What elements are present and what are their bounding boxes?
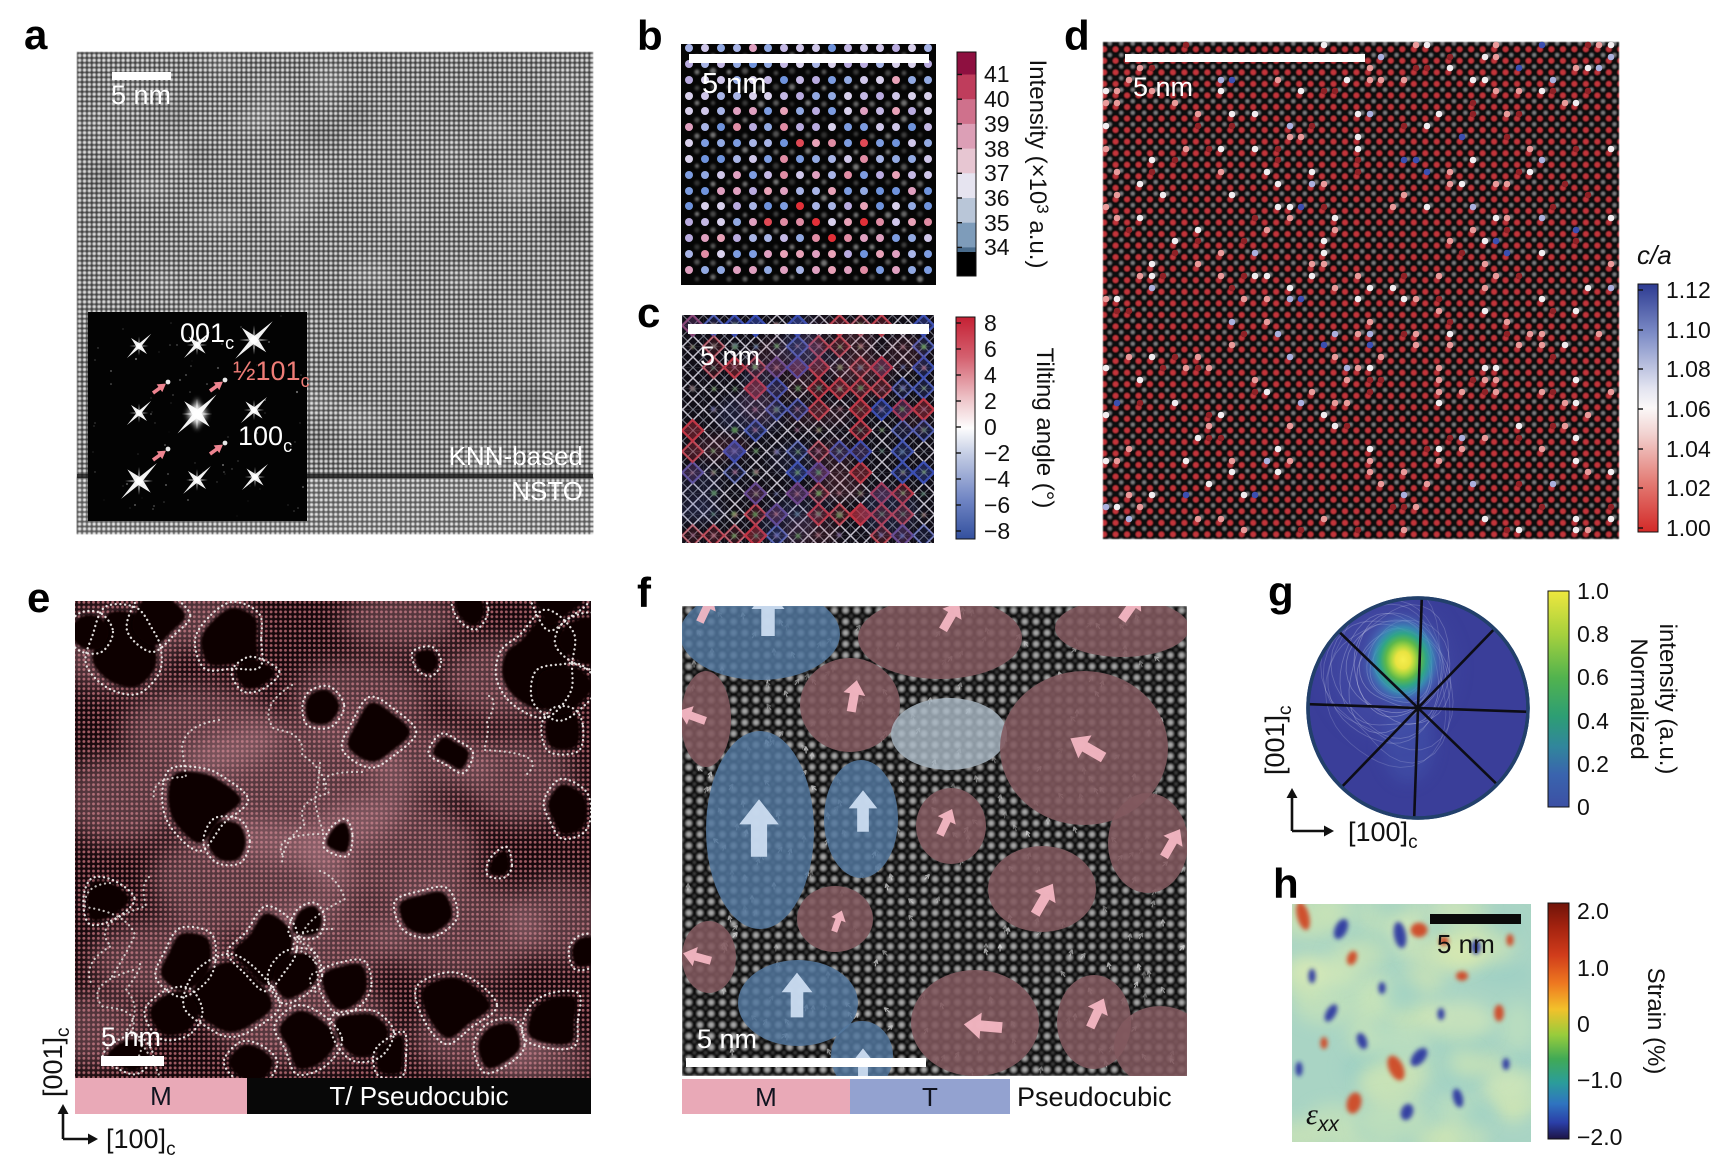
svg-text:d: d	[1064, 12, 1090, 59]
svg-text:36: 36	[984, 185, 1010, 211]
svg-text:34: 34	[984, 234, 1010, 260]
svg-text:a: a	[24, 11, 48, 58]
svg-text:5 nm: 5 nm	[111, 80, 171, 110]
svg-text:0.4: 0.4	[1577, 708, 1609, 734]
svg-text:2.0: 2.0	[1577, 898, 1609, 924]
svg-text:c: c	[637, 289, 660, 336]
svg-text:1.02: 1.02	[1666, 475, 1711, 501]
svg-text:6: 6	[984, 336, 997, 362]
svg-text:100c: 100c	[238, 421, 292, 456]
svg-text:40: 40	[984, 86, 1010, 112]
svg-text:M: M	[150, 1081, 172, 1111]
svg-text:4: 4	[984, 362, 997, 388]
svg-text:M: M	[755, 1082, 777, 1112]
svg-text:1.12: 1.12	[1666, 277, 1711, 303]
svg-text:2: 2	[984, 388, 997, 414]
svg-text:38: 38	[984, 136, 1010, 162]
svg-text:35: 35	[984, 210, 1010, 236]
svg-text:1.04: 1.04	[1666, 436, 1711, 462]
svg-text:Normalized: Normalized	[1625, 638, 1652, 759]
svg-text:0: 0	[1577, 794, 1590, 820]
svg-text:b: b	[637, 12, 663, 59]
svg-text:NSTO: NSTO	[511, 476, 583, 506]
svg-text:−4: −4	[984, 466, 1010, 492]
svg-text:−2: −2	[984, 440, 1010, 466]
svg-text:39: 39	[984, 111, 1010, 137]
svg-text:8: 8	[984, 310, 997, 336]
svg-text:1.0: 1.0	[1577, 955, 1609, 981]
svg-text:5 nm: 5 nm	[700, 341, 760, 371]
svg-text:T/ Pseudocubic: T/ Pseudocubic	[329, 1081, 508, 1111]
svg-text:−8: −8	[984, 518, 1010, 544]
svg-text:g: g	[1268, 568, 1294, 615]
svg-text:001c: 001c	[180, 318, 234, 353]
svg-text:1.0: 1.0	[1577, 578, 1609, 604]
svg-text:5 nm: 5 nm	[702, 68, 766, 100]
svg-text:Tilting angle (°): Tilting angle (°)	[1031, 348, 1058, 509]
svg-text:1.00: 1.00	[1666, 515, 1711, 541]
svg-text:−1.0: −1.0	[1577, 1067, 1622, 1093]
svg-text:f: f	[637, 569, 652, 616]
svg-text:−2.0: −2.0	[1577, 1124, 1622, 1150]
svg-text:5 nm: 5 nm	[1437, 929, 1495, 959]
svg-text:0.6: 0.6	[1577, 664, 1609, 690]
svg-text:c/a: c/a	[1637, 240, 1672, 270]
svg-text:½101c: ½101c	[233, 356, 310, 391]
svg-text:[100]c: [100]c	[106, 1124, 176, 1155]
svg-text:KNN-based: KNN-based	[449, 441, 583, 471]
svg-text:37: 37	[984, 160, 1010, 186]
svg-text:1.06: 1.06	[1666, 396, 1711, 422]
svg-text:5 nm: 5 nm	[101, 1022, 161, 1052]
svg-text:0.8: 0.8	[1577, 621, 1609, 647]
svg-text:T: T	[922, 1082, 938, 1112]
svg-text:1.08: 1.08	[1666, 356, 1711, 382]
svg-text:5 nm: 5 nm	[1133, 72, 1193, 102]
svg-text:Pseudocubic: Pseudocubic	[1017, 1082, 1172, 1112]
svg-text:41: 41	[984, 61, 1010, 87]
svg-text:−6: −6	[984, 492, 1010, 518]
svg-text:5 nm: 5 nm	[697, 1024, 757, 1054]
svg-text:0: 0	[1577, 1011, 1590, 1037]
svg-text:h: h	[1273, 860, 1299, 907]
svg-text:Intensity (×103 a.u.): Intensity (×103 a.u.)	[1024, 60, 1052, 269]
svg-text:1.10: 1.10	[1666, 317, 1711, 343]
svg-text:intensity (a.u.): intensity (a.u.)	[1654, 624, 1681, 775]
svg-text:Strain (%): Strain (%)	[1642, 968, 1669, 1075]
svg-text:e: e	[27, 574, 50, 621]
svg-text:0.2: 0.2	[1577, 751, 1609, 777]
svg-text:0: 0	[984, 414, 997, 440]
